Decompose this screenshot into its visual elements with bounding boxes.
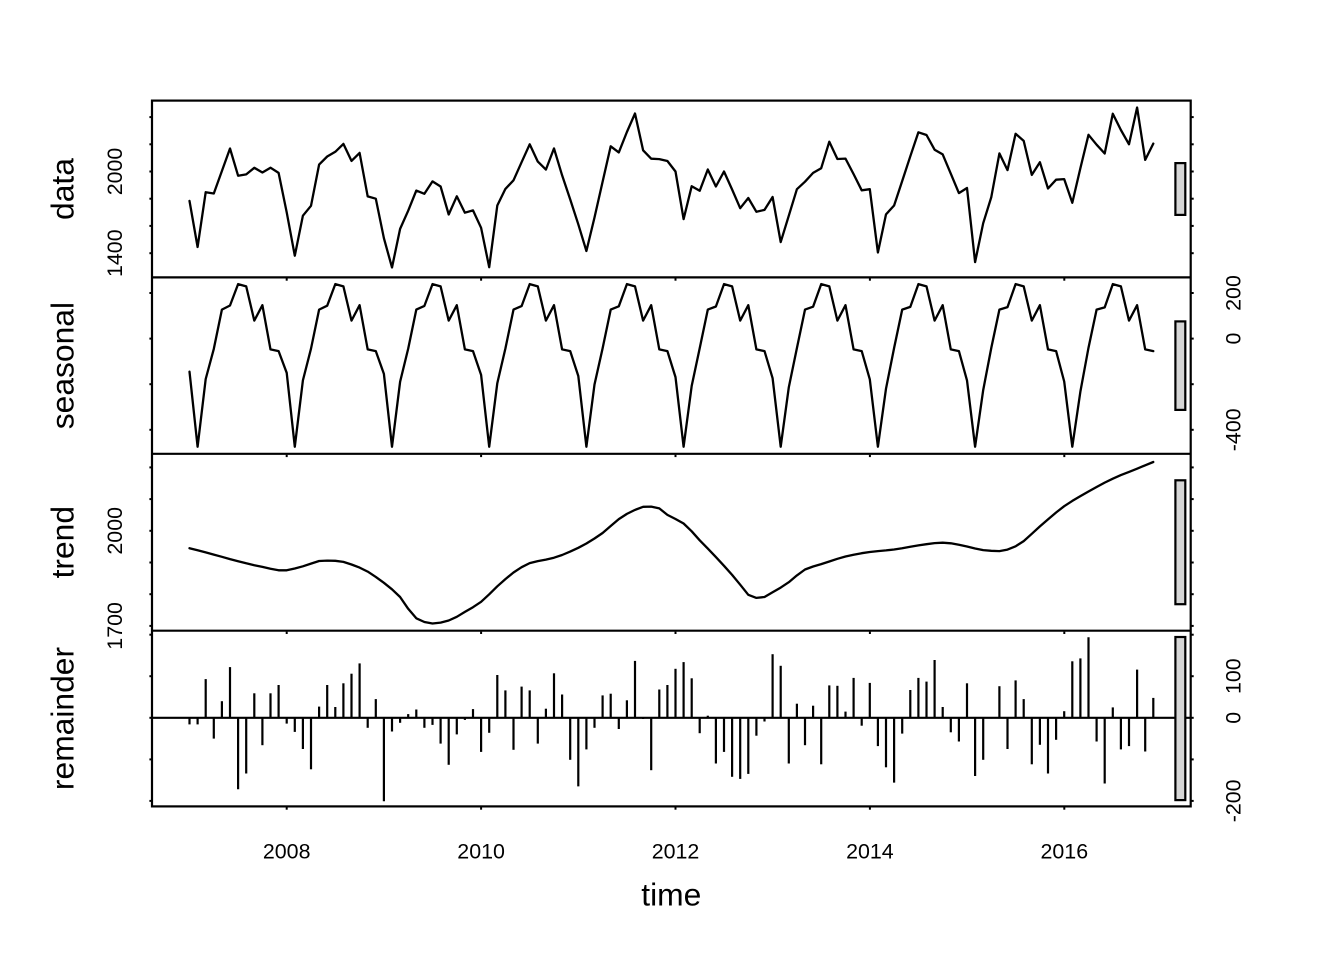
svg-text:1700: 1700	[103, 602, 127, 650]
svg-text:0: 0	[1222, 333, 1246, 345]
svg-text:2008: 2008	[263, 839, 311, 863]
svg-text:100: 100	[1222, 658, 1246, 694]
svg-text:0: 0	[1222, 712, 1246, 724]
svg-text:1400: 1400	[103, 229, 127, 277]
svg-text:2000: 2000	[103, 507, 127, 555]
svg-text:-200: -200	[1222, 779, 1246, 822]
svg-text:time: time	[641, 877, 701, 913]
svg-text:data: data	[45, 158, 81, 220]
svg-text:2010: 2010	[457, 839, 505, 863]
svg-text:200: 200	[1222, 275, 1246, 311]
svg-text:2000: 2000	[103, 148, 127, 196]
svg-text:trend: trend	[45, 506, 81, 578]
svg-text:2014: 2014	[846, 839, 894, 863]
svg-text:2012: 2012	[652, 839, 700, 863]
svg-text:2016: 2016	[1041, 839, 1089, 863]
svg-text:-400: -400	[1222, 408, 1246, 451]
svg-text:seasonal: seasonal	[45, 302, 81, 429]
svg-text:remainder: remainder	[45, 647, 81, 791]
